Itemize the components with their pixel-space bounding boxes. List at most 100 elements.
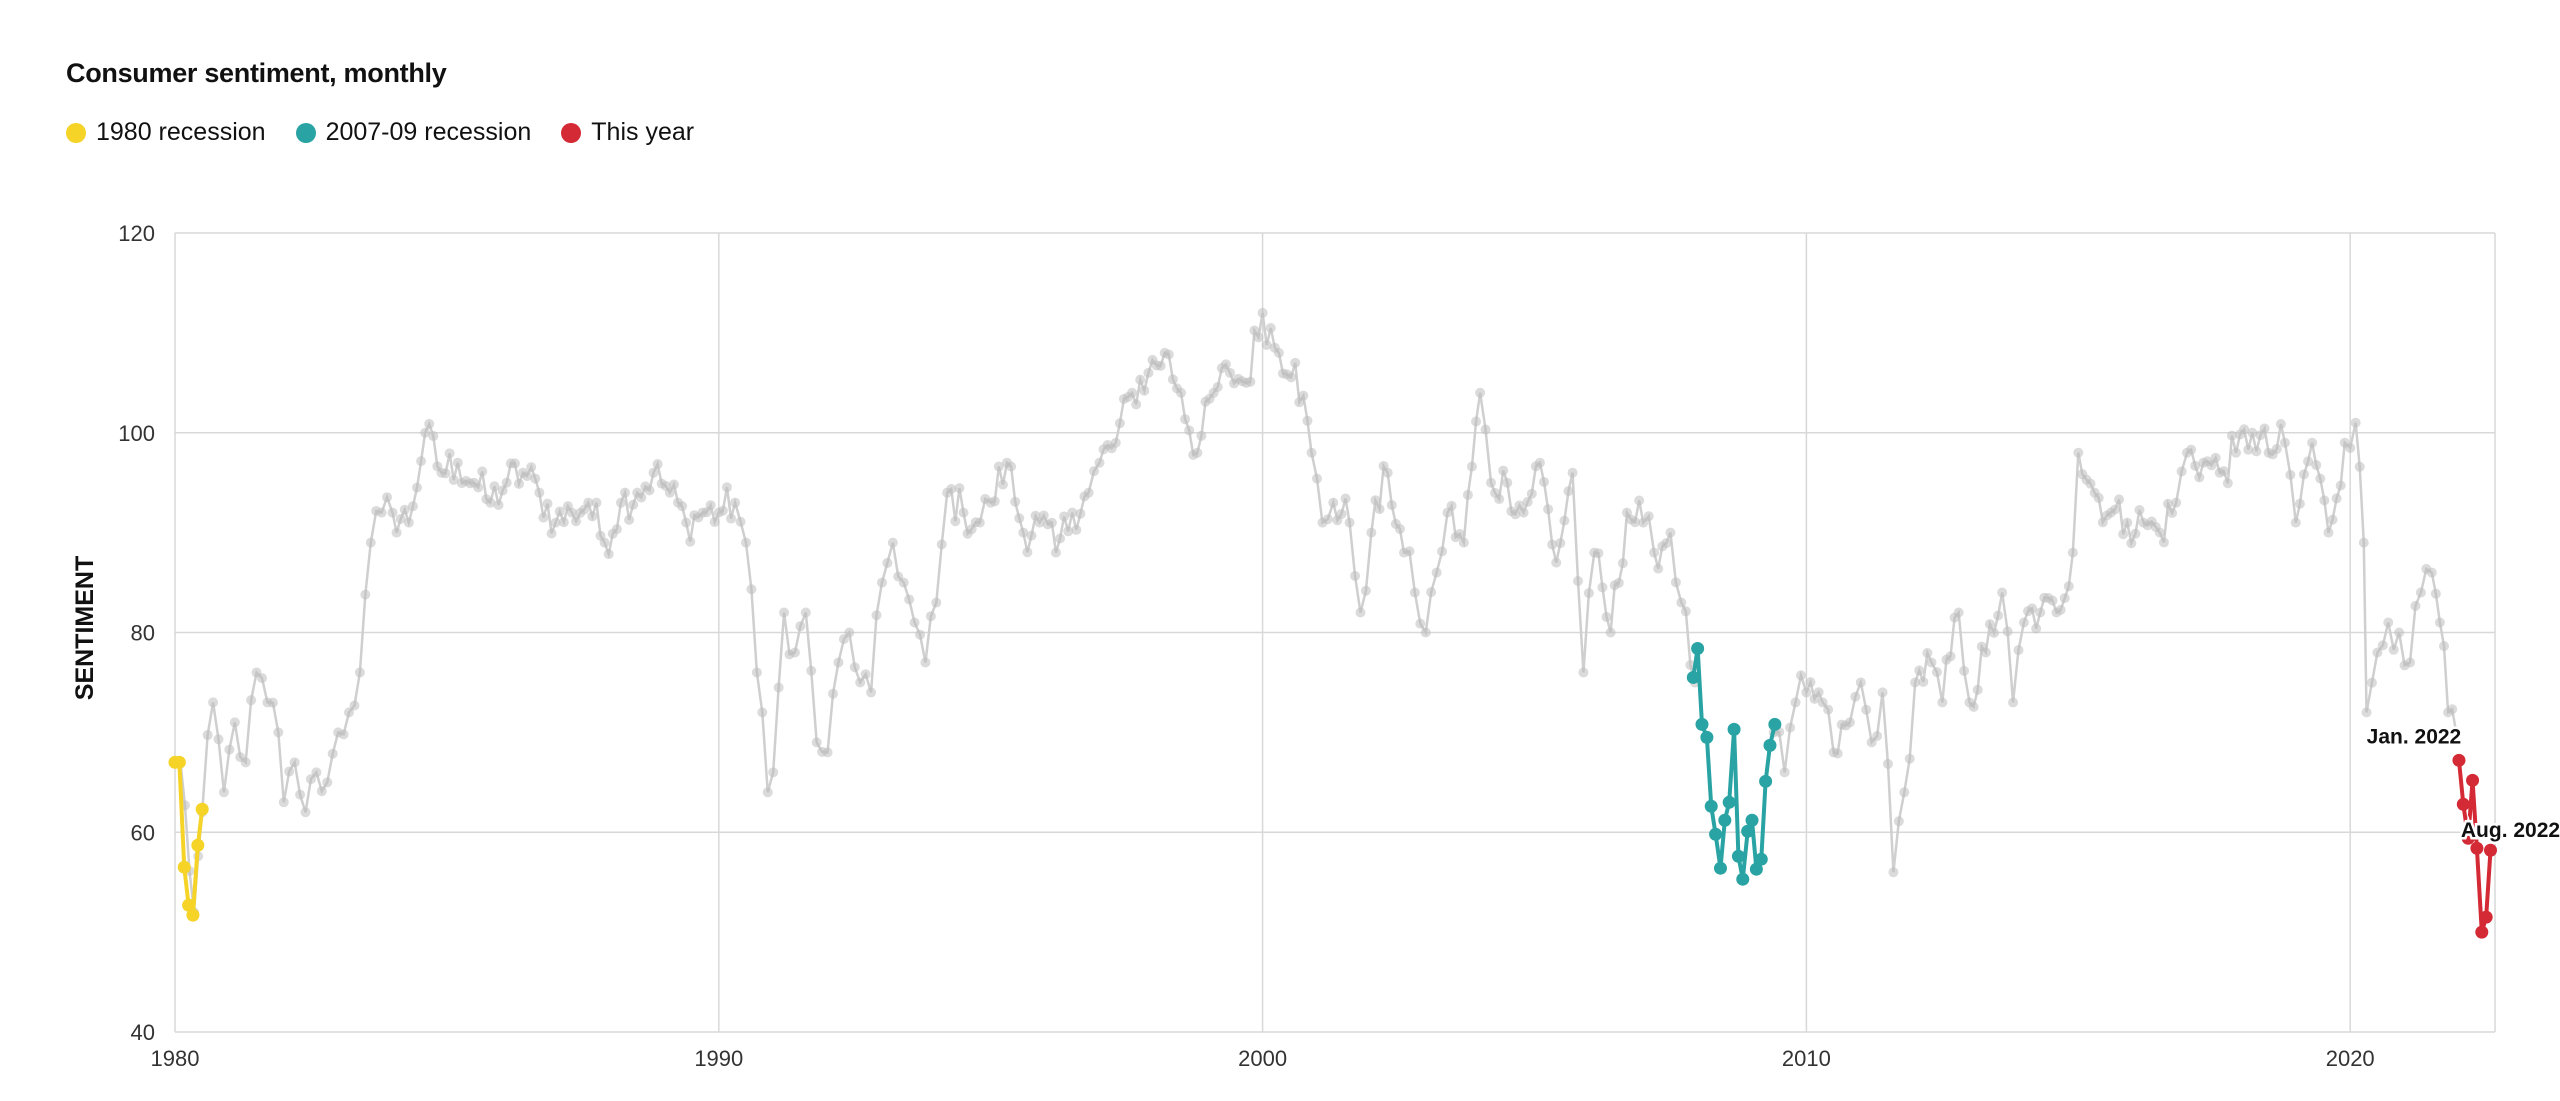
background-point: [1649, 547, 1660, 558]
background-point: [1426, 587, 1437, 598]
background-point: [2130, 528, 2141, 539]
background-point: [448, 474, 459, 485]
background-point: [1462, 489, 1473, 500]
background-point: [2315, 473, 2326, 484]
background-point: [1139, 385, 1150, 396]
axes: 40 60 80 100 120 1980 1990 2000 2010 2020: [118, 221, 2374, 1071]
background-point: [2226, 430, 2237, 441]
background-point: [1832, 748, 1843, 759]
background-point: [420, 427, 431, 438]
background-line: [1773, 422, 2458, 873]
background-point: [849, 662, 860, 673]
background-point: [1026, 530, 1037, 541]
background-point: [721, 482, 732, 493]
background-point: [1661, 538, 1672, 549]
background-point: [730, 497, 741, 508]
background-point: [2047, 595, 2058, 606]
background-point: [2118, 529, 2129, 540]
background-point: [950, 516, 961, 527]
background-point: [2279, 437, 2290, 448]
background-point: [566, 507, 577, 518]
series-point: [2475, 925, 2489, 939]
background-point: [202, 730, 213, 741]
background-point: [1785, 722, 1796, 733]
background-point: [1980, 647, 1991, 658]
background-point: [1922, 647, 1933, 658]
series-point: [1731, 849, 1745, 863]
background-point: [1404, 546, 1415, 557]
background-point: [946, 483, 957, 494]
background-point: [1184, 425, 1195, 436]
series-point: [2461, 831, 2475, 845]
background-point: [1510, 509, 1521, 520]
background-point: [257, 673, 268, 684]
background-point: [2410, 600, 2421, 611]
background-point: [208, 697, 219, 708]
background-point: [611, 524, 622, 535]
background-point: [1526, 488, 1537, 499]
series-point: [172, 755, 186, 769]
legend-label-2008: 2007-09 recession: [325, 118, 532, 146]
background-point: [2186, 444, 2197, 455]
background-point: [311, 767, 322, 778]
background-point: [1547, 539, 1558, 550]
background-point: [284, 766, 295, 777]
background-point: [1071, 524, 1082, 535]
background-point: [444, 448, 455, 459]
background-point: [1534, 457, 1545, 468]
background-point: [833, 657, 844, 668]
background-point: [1038, 510, 1049, 521]
annotations: Jan. 2022 Aug. 2022: [2364, 723, 2560, 845]
background-point: [1993, 610, 2004, 621]
background-point: [1518, 507, 1529, 518]
series-point: [1718, 813, 1732, 827]
background-point: [338, 729, 349, 740]
background-point: [1322, 514, 1333, 525]
background-point: [509, 458, 520, 469]
background-point: [1914, 665, 1925, 676]
background-point: [1220, 359, 1231, 370]
background-point: [2366, 677, 2377, 688]
background-point: [1850, 691, 1861, 702]
background-point: [218, 787, 229, 798]
background-point: [1050, 547, 1061, 558]
background-point: [1855, 677, 1866, 688]
background-point: [882, 557, 893, 568]
background-point: [1882, 758, 1893, 769]
background-point: [2259, 423, 2270, 434]
background-point: [1494, 494, 1505, 505]
background-point: [2439, 641, 2450, 652]
series-point: [1691, 641, 1705, 655]
background-point: [2388, 644, 2399, 655]
legend: 1980 recession 2007-09 recession This ye…: [66, 118, 724, 147]
background-point: [497, 485, 508, 496]
series-point: [191, 838, 205, 852]
background-point: [1918, 676, 1929, 687]
y-tick-label: 120: [118, 221, 155, 246]
background-point: [1643, 511, 1654, 522]
background-point: [2243, 444, 2254, 455]
background-point: [806, 665, 817, 676]
background-point: [485, 497, 496, 508]
background-point: [1340, 493, 1351, 504]
background-point: [887, 537, 898, 548]
background-point: [915, 629, 926, 640]
background-point: [1163, 349, 1174, 360]
background-point: [1063, 526, 1074, 537]
highlight-series: [168, 641, 2498, 939]
background-point: [1563, 486, 1574, 497]
background-point: [278, 797, 289, 808]
background-point: [2114, 494, 2125, 505]
series-point: [1700, 730, 1714, 744]
background-point: [1094, 457, 1105, 468]
background-point: [705, 500, 716, 511]
background-point: [2031, 623, 2042, 634]
y-tick-label: 100: [118, 421, 155, 446]
background-point: [920, 657, 931, 668]
background-point: [1437, 546, 1448, 557]
background-point: [2002, 626, 2013, 637]
background-point: [664, 487, 675, 498]
background-point: [1014, 513, 1025, 524]
background-point: [954, 483, 965, 494]
